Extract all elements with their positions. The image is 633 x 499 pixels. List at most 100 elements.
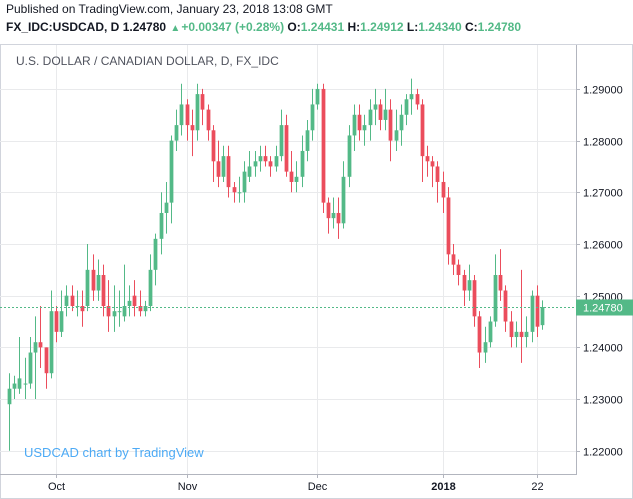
candle <box>289 150 294 193</box>
candle <box>524 316 529 348</box>
candle-body <box>300 150 305 177</box>
candle <box>404 94 409 126</box>
candle-body <box>226 156 231 188</box>
candle <box>326 197 331 234</box>
candle-body <box>524 331 529 338</box>
candle <box>112 285 117 332</box>
candle-body <box>159 212 164 239</box>
candle-body <box>373 104 378 110</box>
candle-body <box>91 269 96 291</box>
candle <box>535 285 540 338</box>
candle <box>373 88 378 126</box>
candle-body <box>101 275 106 307</box>
close-value: 1.24780 <box>477 20 522 34</box>
candle <box>253 150 258 177</box>
candle <box>200 88 205 126</box>
candle <box>409 78 414 115</box>
candle <box>263 145 268 167</box>
candle <box>530 290 535 343</box>
candle <box>242 161 247 203</box>
candle <box>138 290 143 317</box>
candle <box>232 181 237 203</box>
candle <box>206 104 211 141</box>
candle-body <box>54 311 59 332</box>
candle <box>143 300 148 317</box>
price-change: +0.00347 (+0.28%) <box>181 20 285 34</box>
candle <box>80 290 85 327</box>
candle <box>357 104 362 141</box>
candle <box>179 83 184 136</box>
candle-body <box>289 171 294 182</box>
candle-body <box>519 331 524 338</box>
last-price-tag-label: 1.24780 <box>583 303 623 315</box>
published-caption: Published on TradingView.com, January 23… <box>6 2 333 16</box>
candle <box>91 254 96 301</box>
candle <box>7 373 12 451</box>
candle <box>415 88 420 110</box>
candle-body <box>509 321 514 338</box>
price-axis: 1.290001.280001.270001.260001.250001.240… <box>576 85 623 459</box>
candle-body <box>179 104 184 126</box>
candle <box>435 161 440 203</box>
candle <box>294 161 299 193</box>
open-value: 1.24431 <box>300 20 345 34</box>
candle-body <box>404 99 409 115</box>
candle <box>483 326 488 363</box>
candle-body <box>368 109 373 126</box>
candle <box>211 125 216 182</box>
candle <box>153 233 158 286</box>
candle-body <box>493 275 498 322</box>
candle-body <box>106 306 111 317</box>
candle-body <box>190 125 195 131</box>
time-tick-label: Oct <box>48 481 65 493</box>
candle <box>64 285 69 317</box>
candle <box>467 264 472 301</box>
candle-body <box>451 254 456 265</box>
candle-body <box>174 125 179 141</box>
candle-body <box>268 161 273 167</box>
candle-body <box>96 275 101 291</box>
high-value: 1.24912 <box>360 20 404 34</box>
open-label: O: <box>287 20 301 34</box>
candle-body <box>7 388 12 405</box>
candle-body <box>415 94 420 105</box>
time-tick-label: 2018 <box>431 481 455 493</box>
candle-body <box>148 269 153 307</box>
candle-body <box>237 192 242 194</box>
candle-body <box>12 383 17 389</box>
candle <box>49 290 54 379</box>
candle-body <box>247 166 252 177</box>
candle <box>221 145 226 182</box>
candle-body <box>242 171 247 193</box>
candle <box>195 83 200 141</box>
candle-body <box>38 342 43 348</box>
candle <box>33 316 38 400</box>
candle <box>122 264 127 322</box>
candle-body <box>274 156 279 167</box>
candle <box>347 125 352 188</box>
candle <box>159 192 164 255</box>
last-price-tag <box>576 299 633 316</box>
candle <box>274 145 279 172</box>
low-value: 1.24340 <box>418 20 462 34</box>
candle <box>12 375 17 400</box>
candle-body <box>122 306 127 317</box>
candle-body <box>75 306 80 308</box>
candle-body <box>284 125 289 172</box>
candle <box>493 254 498 327</box>
candle-body <box>321 88 326 203</box>
candle <box>59 290 64 338</box>
candle-body <box>232 187 237 193</box>
close-label: C: <box>464 20 478 34</box>
candle <box>85 243 90 312</box>
price-tick-label: 1.27000 <box>583 188 623 200</box>
candle-body <box>258 156 263 162</box>
candle <box>148 254 153 312</box>
time-tick-label: Dec <box>308 481 328 493</box>
candle-body <box>216 161 221 177</box>
candle-body <box>472 280 477 317</box>
candle <box>362 114 367 146</box>
candle-body <box>378 104 383 120</box>
candle-body <box>279 125 284 157</box>
